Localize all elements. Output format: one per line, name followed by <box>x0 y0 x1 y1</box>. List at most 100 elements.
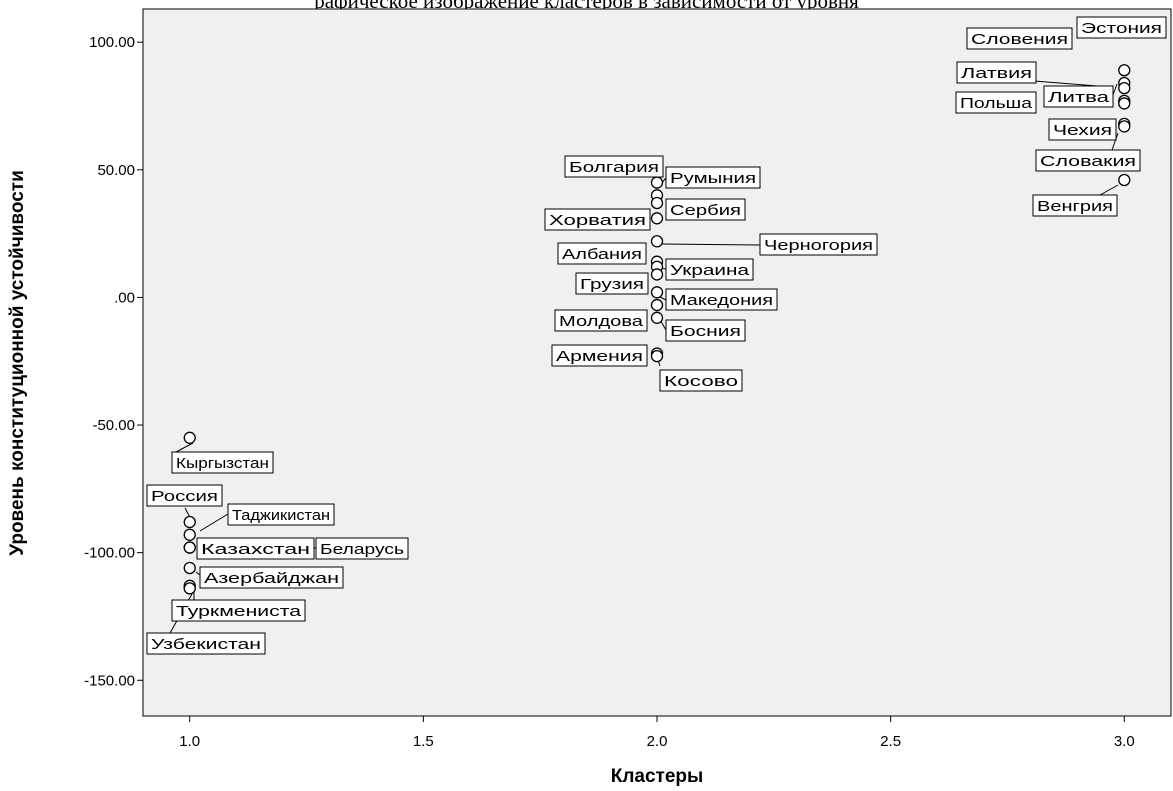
data-point <box>1118 97 1131 110</box>
point-label: Беларусь <box>320 541 404 558</box>
x-tick-label: 1.0 <box>179 733 200 750</box>
point-label-box <box>665 198 746 221</box>
data-point <box>183 561 196 575</box>
point-label: Македония <box>670 292 773 309</box>
point-label-box <box>1035 149 1141 172</box>
y-tick-label: -50.00 <box>92 417 135 434</box>
point-label: Словения <box>971 31 1068 48</box>
point-label: Россия <box>151 488 218 505</box>
data-point <box>650 311 664 324</box>
point-label-box <box>146 484 223 507</box>
point-label-box <box>665 166 761 189</box>
data-point <box>650 196 664 210</box>
data-point <box>650 286 664 299</box>
point-label-box <box>171 451 274 474</box>
y-tick-label: .00 <box>114 289 135 306</box>
data-point <box>183 541 196 554</box>
point-label: Албания <box>562 246 642 263</box>
data-point <box>183 515 196 529</box>
label-leader-line <box>175 442 194 453</box>
point-label: Румыния <box>670 170 756 187</box>
y-axis-title: Уровень конституционной устойчивости <box>7 170 28 556</box>
x-tick-label: 1.5 <box>413 733 434 750</box>
point-label: Польша <box>960 95 1033 112</box>
point-label: Словакия <box>1040 153 1136 170</box>
y-tick-label: 50.00 <box>97 162 135 179</box>
point-label: Венгрия <box>1037 198 1113 215</box>
point-label-box <box>544 208 651 231</box>
label-leader-line <box>1099 184 1119 196</box>
point-label: Хорватия <box>549 212 646 229</box>
point-label-box <box>1048 118 1117 141</box>
point-label-box <box>171 599 306 622</box>
data-point <box>650 176 664 189</box>
point-label-box <box>315 537 409 560</box>
label-leader-line <box>199 513 229 532</box>
point-label: Литва <box>1048 89 1110 106</box>
point-label: Косово <box>664 373 738 390</box>
label-leader-line <box>195 571 201 576</box>
label-leader-line <box>1111 132 1119 151</box>
point-label: Черногория <box>764 237 873 254</box>
label-leader-line <box>659 296 667 301</box>
point-label: Чехия <box>1053 122 1112 139</box>
x-tick-label: 3.0 <box>1114 733 1135 750</box>
point-label-box <box>557 242 647 265</box>
data-point <box>650 235 664 248</box>
label-leader-line <box>1112 83 1118 96</box>
point-labels: Эстония Словения Латвия Литва Польша Чехия Сло… <box>146 16 1167 655</box>
data-point <box>1118 120 1131 133</box>
data-point <box>1118 64 1131 77</box>
point-label-box <box>1076 16 1167 39</box>
x-tick-label: 2.5 <box>880 733 901 750</box>
point-label: Эстония <box>1081 20 1162 37</box>
x-tick-label: 2.0 <box>647 733 668 750</box>
point-label-box <box>196 537 315 560</box>
data-point <box>183 431 196 444</box>
point-label-box <box>665 258 754 281</box>
data-point <box>650 298 664 312</box>
point-label: Грузия <box>580 276 644 293</box>
point-label-box <box>554 309 648 332</box>
axis-ticks: 100.00 50.00 .00 -50.00 -100.00 -150.00 1.0 1.5… <box>84 34 1135 750</box>
point-label-box <box>551 344 648 367</box>
point-label-box <box>1032 194 1118 217</box>
data-point <box>183 582 196 595</box>
point-label: Туркмениста <box>176 603 302 620</box>
point-label: Армения <box>556 348 643 365</box>
point-label-box <box>227 503 335 526</box>
point-label-box <box>966 27 1073 50</box>
y-tick-label: -150.00 <box>84 672 135 689</box>
data-point <box>1118 173 1131 187</box>
point-label-box <box>199 566 344 589</box>
data-point <box>183 528 196 541</box>
point-label-box <box>665 288 778 311</box>
data-point <box>650 268 664 281</box>
point-label: Латвия <box>961 65 1032 82</box>
point-label-box <box>659 369 743 392</box>
point-label: Казахстан <box>201 541 310 558</box>
y-tick-label: -100.00 <box>84 545 135 562</box>
point-label: Азербайджан <box>204 570 339 587</box>
point-label: Узбекистан <box>151 636 261 653</box>
point-label: Сербия <box>670 202 741 219</box>
data-point <box>650 212 664 225</box>
point-label-box <box>575 272 649 295</box>
point-label-box <box>1043 85 1114 108</box>
point-label-box <box>759 233 878 256</box>
data-point <box>650 349 664 363</box>
y-tick-label: 100.00 <box>89 34 135 51</box>
point-label-box <box>956 61 1037 84</box>
point-label: Кыргызстан <box>176 455 269 472</box>
label-leader-line <box>661 243 761 246</box>
point-label-box <box>564 155 664 178</box>
point-label: Болгария <box>569 159 659 176</box>
point-label: Босния <box>670 323 741 340</box>
data-points <box>183 64 1131 595</box>
point-label: Украина <box>670 262 750 279</box>
point-label-box <box>665 319 746 342</box>
point-label-box <box>955 91 1037 114</box>
x-axis-title: Кластеры <box>611 766 704 787</box>
data-point <box>1118 81 1131 95</box>
